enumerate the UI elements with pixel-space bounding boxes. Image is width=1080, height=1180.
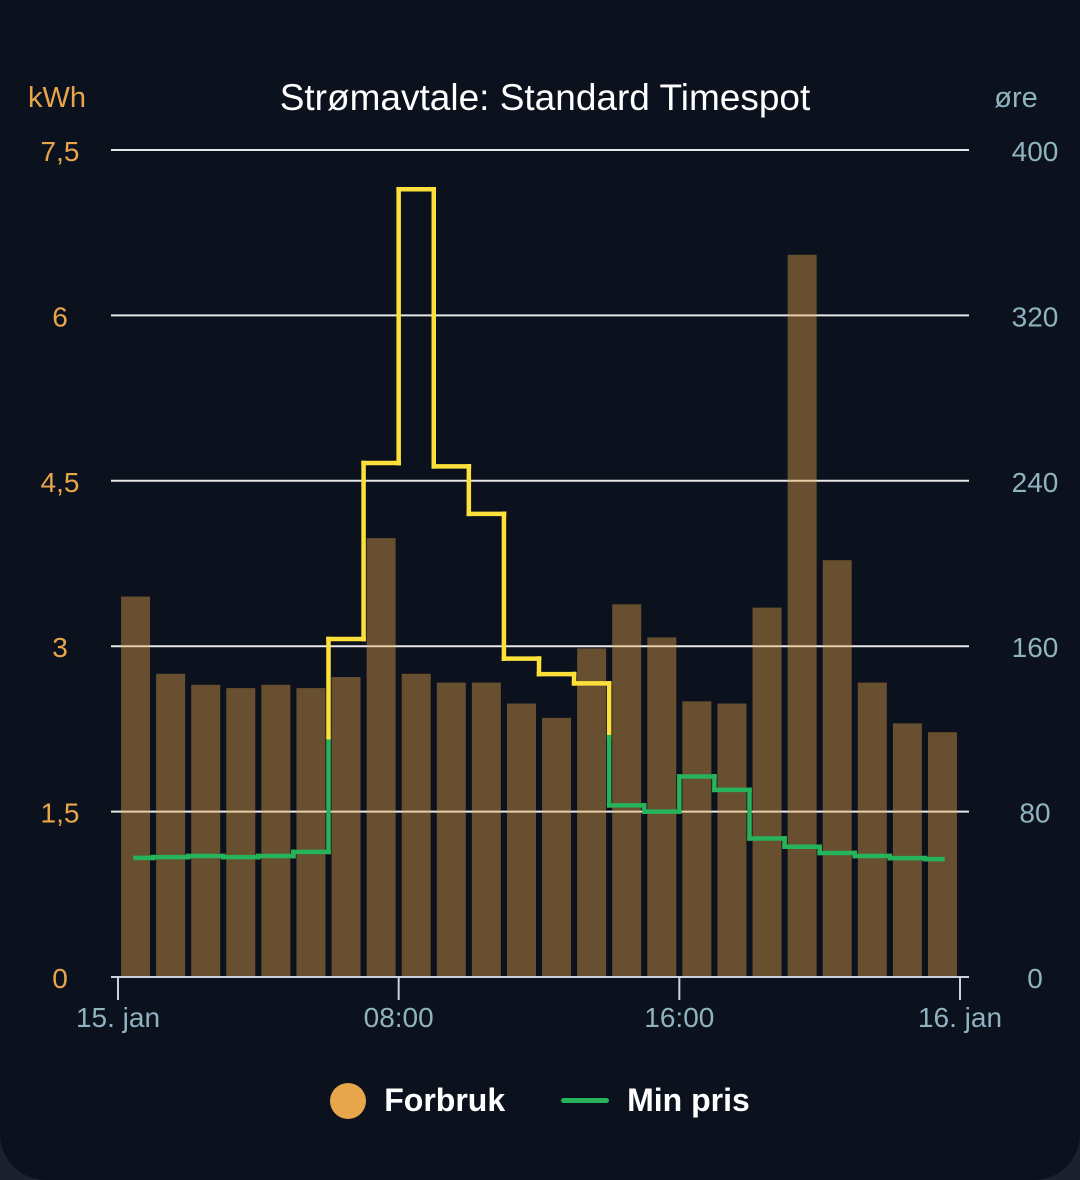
x-tick-label: 15. jan — [76, 1002, 160, 1033]
bar-forbruk — [156, 673, 186, 977]
left-tick-label: 3 — [52, 632, 68, 663]
right-tick-label: 400 — [1012, 136, 1059, 167]
bar-forbruk — [892, 723, 922, 977]
bar-forbruk — [612, 604, 642, 977]
bar-forbruk — [436, 682, 466, 977]
left-tick-label: 7,5 — [41, 136, 80, 167]
bar-forbruk — [226, 688, 256, 977]
right-tick-label: 320 — [1012, 301, 1059, 332]
right-tick-label: 80 — [1019, 798, 1050, 829]
bar-forbruk — [261, 684, 291, 977]
bar-forbruk — [822, 560, 852, 977]
energy-chart: Strømavtale: Standard Timespot kWh øre 0… — [28, 77, 1059, 1033]
bar-forbruk — [471, 682, 501, 977]
bar-forbruk — [296, 688, 326, 977]
bar-forbruk — [366, 538, 396, 977]
right-tick-label: 0 — [1027, 963, 1043, 994]
legend: Forbruk Min pris — [0, 1082, 1080, 1119]
bar-forbruk — [752, 607, 782, 977]
bar-forbruk — [506, 703, 536, 977]
legend-line-icon — [561, 1098, 610, 1103]
legend-item-min-pris[interactable]: Min pris — [561, 1082, 750, 1119]
legend-label: Min pris — [627, 1082, 750, 1118]
right-tick-label: 240 — [1012, 467, 1059, 498]
chart-title: Strømavtale: Standard Timespot — [280, 77, 811, 118]
left-tick-label: 6 — [52, 301, 68, 332]
bar-forbruk — [331, 677, 361, 977]
legend-label: Forbruk — [384, 1082, 506, 1118]
left-tick-label: 1,5 — [41, 798, 80, 829]
bar-forbruk — [647, 637, 677, 977]
left-tick-label: 4,5 — [41, 467, 80, 498]
legend-dot-icon — [330, 1082, 367, 1119]
left-axis-unit: kWh — [28, 82, 86, 114]
x-tick-label: 16:00 — [644, 1002, 714, 1033]
bar-forbruk — [717, 703, 747, 977]
right-tick-label: 160 — [1012, 632, 1059, 663]
left-tick-label: 0 — [52, 963, 68, 994]
right-axis-unit: øre — [994, 82, 1038, 114]
bar-forbruk — [121, 596, 151, 977]
bar-forbruk — [542, 717, 572, 977]
bar-forbruk — [927, 732, 957, 977]
bar-forbruk — [191, 684, 221, 977]
bar-forbruk — [787, 254, 817, 978]
bar-forbruk — [857, 682, 887, 977]
legend-item-forbruk[interactable]: Forbruk — [330, 1082, 505, 1119]
x-tick-label: 08:00 — [364, 1002, 434, 1033]
x-tick-label: 16. jan — [918, 1002, 1002, 1033]
bar-forbruk — [401, 673, 431, 977]
bar-forbruk — [682, 701, 712, 977]
bar-forbruk — [577, 648, 607, 977]
